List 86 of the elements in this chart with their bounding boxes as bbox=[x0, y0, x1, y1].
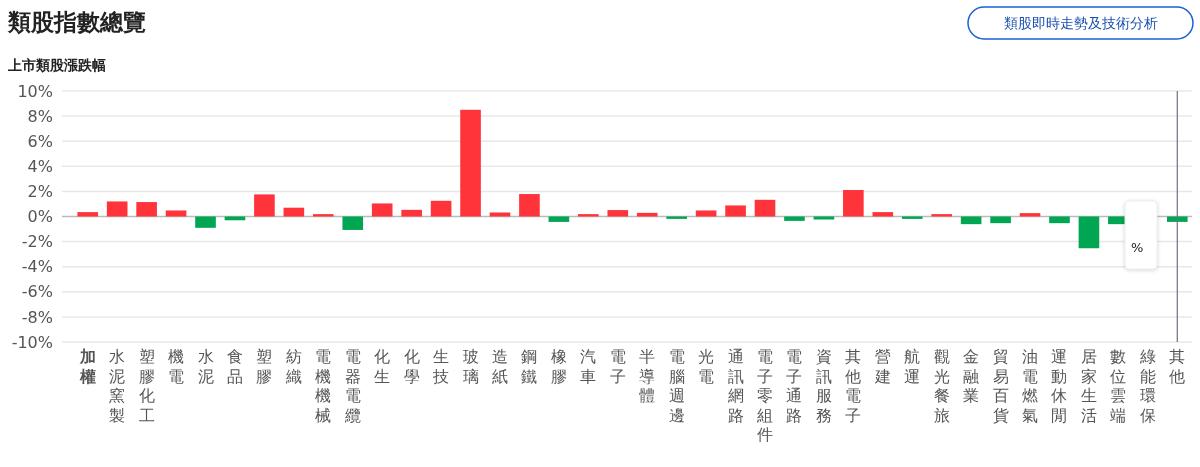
x-tick-label: 電器電纜 bbox=[343, 347, 361, 425]
bar bbox=[607, 210, 629, 217]
x-tick-label: 其他電子 bbox=[845, 347, 862, 425]
bar bbox=[725, 205, 746, 217]
x-tick-label: 橡膠 bbox=[550, 347, 567, 386]
x-tick-label: 化學 bbox=[403, 347, 420, 386]
x-tick-label: 塑膠 bbox=[256, 347, 273, 386]
y-tick-label: -2% bbox=[21, 232, 53, 252]
x-tick-label: 通訊網路 bbox=[726, 347, 744, 425]
bar bbox=[754, 199, 776, 217]
y-tick-label: 0% bbox=[27, 207, 53, 227]
bar bbox=[283, 207, 305, 217]
x-tick-label: 加權 bbox=[78, 347, 96, 386]
y-tick-label: 6% bbox=[27, 131, 53, 151]
bar bbox=[106, 201, 128, 217]
bar bbox=[636, 212, 658, 217]
bar bbox=[578, 214, 599, 217]
bar bbox=[401, 209, 422, 217]
x-tick-label: 綠能環保 bbox=[1138, 347, 1156, 425]
y-tick-label: 2% bbox=[27, 182, 53, 202]
x-tick-label: 鋼鐵 bbox=[521, 347, 538, 386]
x-tick-label: 居家生活 bbox=[1080, 347, 1097, 425]
y-tick-label: -10% bbox=[11, 332, 53, 352]
bar bbox=[1049, 216, 1070, 224]
bar bbox=[813, 216, 835, 220]
bar bbox=[371, 203, 393, 217]
x-tick-label: 營建 bbox=[873, 347, 891, 386]
x-tick-label: 化生 bbox=[374, 347, 391, 386]
bar bbox=[1078, 216, 1100, 249]
bar bbox=[931, 214, 952, 217]
y-tick-label: -4% bbox=[21, 257, 53, 277]
x-tick-label: 電機機械 bbox=[315, 347, 332, 425]
bar bbox=[784, 216, 805, 221]
x-tick-label: 貿易百貨 bbox=[992, 347, 1009, 425]
bar bbox=[872, 212, 894, 217]
x-tick-label: 資訊服務 bbox=[815, 347, 832, 425]
x-tick-label: 電腦週邊 bbox=[668, 347, 685, 425]
x-tick-label: 電子 bbox=[609, 347, 626, 386]
x-tick-label: 玻璃 bbox=[462, 347, 479, 386]
chart-title: 類股指數總覽 bbox=[7, 9, 146, 35]
x-tick-label: 半導體 bbox=[639, 347, 656, 405]
x-tick-label: 光電 bbox=[698, 347, 715, 386]
x-tick-label: 塑膠化工 bbox=[138, 347, 155, 425]
bar bbox=[1019, 213, 1041, 217]
bar bbox=[695, 210, 717, 217]
x-tick-label: 航運 bbox=[904, 347, 921, 386]
bar bbox=[489, 212, 511, 217]
bar bbox=[313, 214, 334, 217]
x-tick-label: 汽車 bbox=[580, 347, 597, 386]
bar bbox=[430, 200, 452, 217]
tooltip-box: % bbox=[1124, 200, 1158, 270]
bar bbox=[460, 109, 481, 217]
y-tick-label: -6% bbox=[21, 282, 53, 302]
x-tick-label: 食品 bbox=[226, 347, 243, 386]
x-tick-label: 電子通路 bbox=[786, 347, 803, 425]
bar bbox=[195, 216, 216, 228]
annotation: % bbox=[1131, 240, 1144, 255]
x-tick-label: 其他 bbox=[1169, 347, 1186, 386]
y-tick-label: 10% bbox=[17, 81, 53, 101]
x-tick-label: 生技 bbox=[432, 347, 450, 386]
bar bbox=[342, 216, 364, 230]
bar bbox=[136, 202, 157, 217]
x-tick-label: 水泥 bbox=[197, 347, 214, 386]
bar bbox=[165, 210, 187, 217]
x-tick-label: 機電 bbox=[168, 347, 185, 386]
y-tick-label: 8% bbox=[27, 106, 53, 126]
x-tick-label: 電子零組件 bbox=[756, 347, 774, 444]
y-tick-label: -8% bbox=[21, 307, 53, 327]
analysis-button: 類股即時走勢及技術分析 bbox=[967, 6, 1194, 40]
x-tick-label: 金融業 bbox=[963, 347, 980, 405]
x-tick-label: 油電燃氣 bbox=[1022, 347, 1039, 425]
bar bbox=[548, 216, 570, 222]
bar bbox=[254, 194, 275, 217]
bar bbox=[519, 194, 540, 217]
x-tick-label: 紡織 bbox=[284, 347, 302, 386]
bar bbox=[990, 216, 1011, 224]
chart-subtitle: 上市類股漲跌幅 bbox=[7, 57, 106, 73]
y-tick-label: 4% bbox=[27, 156, 53, 176]
x-tick-label: 觀光餐旅 bbox=[933, 347, 950, 425]
bar bbox=[843, 190, 864, 217]
x-tick-label: 造紙 bbox=[491, 347, 508, 386]
x-tick-label: 數位雲端 bbox=[1110, 347, 1127, 425]
x-tick-label: 運動休閒 bbox=[1051, 347, 1068, 425]
bar bbox=[77, 212, 99, 217]
x-tick-label: 水泥窯製 bbox=[109, 347, 126, 425]
bar bbox=[1166, 216, 1188, 222]
